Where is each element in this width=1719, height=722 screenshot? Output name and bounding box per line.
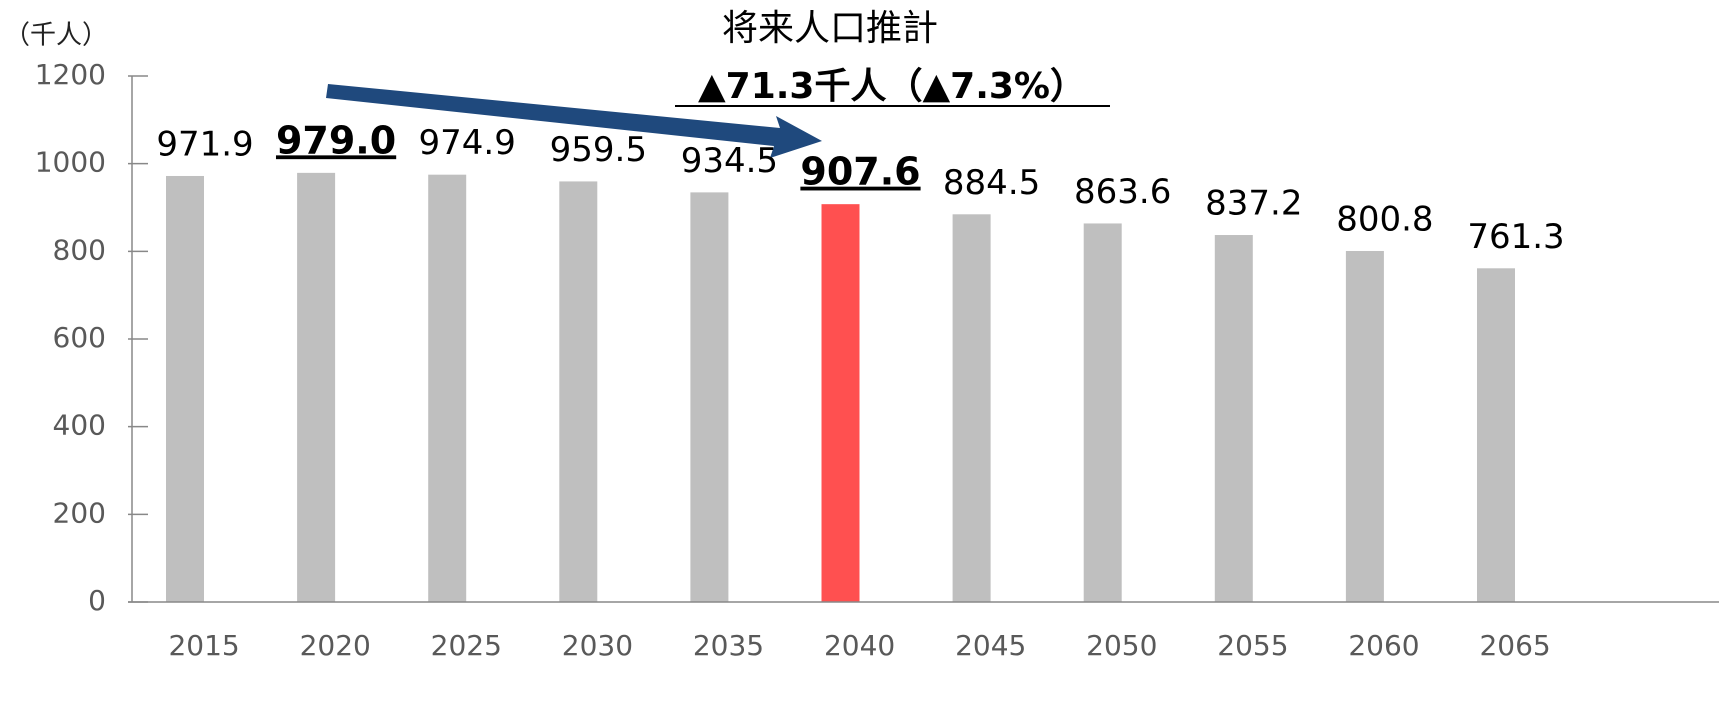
x-tick-label: 2060 bbox=[1348, 629, 1419, 662]
trend-arrow bbox=[326, 84, 822, 158]
value-label: 974.9 bbox=[419, 123, 516, 163]
x-tick-label: 2025 bbox=[431, 629, 502, 662]
value-label: 971.9 bbox=[156, 124, 253, 164]
value-label: 863.6 bbox=[1074, 172, 1171, 212]
annotation: ▲71.3千人（▲7.3%） bbox=[698, 66, 1086, 107]
value-label: 907.6 bbox=[800, 150, 920, 194]
x-tick-label: 2050 bbox=[1086, 629, 1157, 662]
chart-title: 将来人口推計 bbox=[722, 8, 938, 49]
x-tick-label: 2035 bbox=[693, 629, 764, 662]
bar bbox=[1477, 268, 1515, 602]
bar bbox=[297, 172, 336, 602]
y-tick-label: 800 bbox=[53, 233, 106, 266]
bar bbox=[952, 214, 991, 602]
value-label: 959.5 bbox=[550, 130, 647, 170]
value-label: 979.0 bbox=[276, 118, 396, 162]
bar bbox=[166, 175, 204, 602]
y-tick-label: 200 bbox=[53, 496, 106, 529]
bar bbox=[690, 192, 729, 602]
x-tick-label: 2020 bbox=[300, 629, 371, 662]
x-tick-label: 2015 bbox=[168, 629, 239, 662]
y-tick-label: 1000 bbox=[35, 146, 106, 179]
value-label: 761.3 bbox=[1467, 217, 1564, 257]
y-tick-label: 400 bbox=[53, 409, 106, 442]
value-label: 800.8 bbox=[1336, 199, 1433, 239]
y-tick-label: 1200 bbox=[35, 58, 106, 91]
x-tick-label: 2065 bbox=[1479, 629, 1550, 662]
bar bbox=[1083, 223, 1122, 603]
y-tick-label: 600 bbox=[53, 321, 106, 354]
bar bbox=[1214, 235, 1253, 602]
value-label: 837.2 bbox=[1205, 184, 1302, 224]
bar bbox=[559, 181, 598, 602]
bar bbox=[1345, 250, 1384, 602]
x-tick-label: 2030 bbox=[562, 629, 633, 662]
value-label: 884.5 bbox=[943, 163, 1040, 203]
bar bbox=[821, 204, 860, 602]
x-tick-label: 2055 bbox=[1217, 629, 1288, 662]
bar bbox=[428, 174, 467, 603]
x-tick-label: 2040 bbox=[824, 629, 895, 662]
value-label: 934.5 bbox=[681, 141, 778, 181]
y-tick-label: 0 bbox=[88, 584, 106, 617]
x-tick-label: 2045 bbox=[955, 629, 1026, 662]
unit-label: （千人） bbox=[4, 21, 108, 51]
